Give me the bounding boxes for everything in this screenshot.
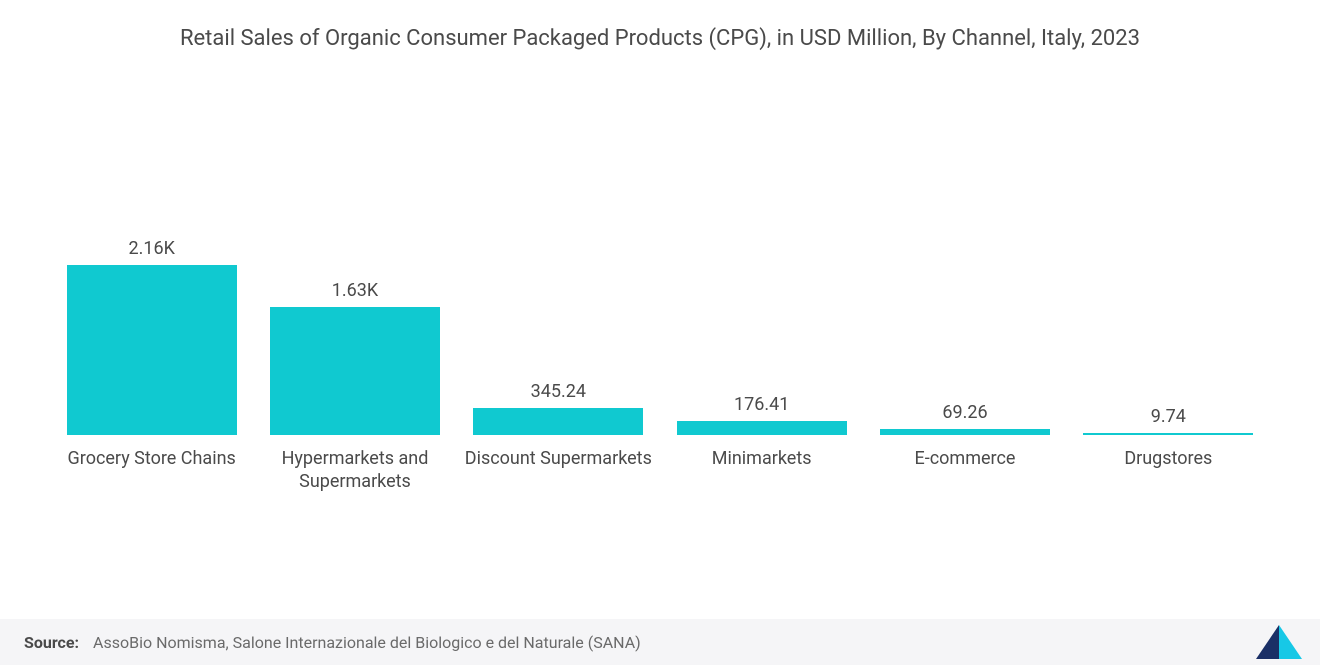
source-footer: Source: AssoBio Nomisma, Salone Internaz… bbox=[0, 619, 1320, 665]
bar-label: Grocery Store Chains bbox=[50, 447, 253, 494]
bar-value: 176.41 bbox=[734, 394, 789, 415]
bar-rect bbox=[880, 429, 1050, 434]
chart-title: Retail Sales of Organic Consumer Package… bbox=[60, 24, 1260, 55]
bar-value: 69.26 bbox=[942, 402, 987, 423]
logo-wedge-right bbox=[1279, 625, 1302, 659]
bar-rect bbox=[677, 421, 847, 435]
bar-slot: 345.24 bbox=[457, 381, 660, 435]
brand-logo-icon bbox=[1256, 625, 1302, 659]
bar-label: Hypermarkets and Supermarkets bbox=[253, 447, 456, 494]
bar-label: Discount Supermarkets bbox=[457, 447, 660, 494]
bar-rect bbox=[1083, 433, 1253, 435]
bar-value: 345.24 bbox=[531, 381, 586, 402]
bar-slot: 176.41 bbox=[660, 394, 863, 435]
bar-value: 2.16K bbox=[128, 238, 174, 259]
bar-slot: 2.16K bbox=[50, 238, 253, 435]
bars-row: 2.16K 1.63K 345.24 176.41 69.26 9.74 bbox=[30, 125, 1290, 435]
labels-row: Grocery Store Chains Hypermarkets and Su… bbox=[30, 435, 1290, 494]
bar-value: 9.74 bbox=[1151, 406, 1186, 427]
bar-label: Drugstores bbox=[1067, 447, 1270, 494]
source-text: AssoBio Nomisma, Salone Internazionale d… bbox=[93, 633, 641, 652]
bar-value: 1.63K bbox=[332, 280, 378, 301]
bar-chart: 2.16K 1.63K 345.24 176.41 69.26 9.74 Gro… bbox=[30, 125, 1290, 555]
source-label: Source: bbox=[24, 633, 79, 652]
bar-label: E-commerce bbox=[863, 447, 1066, 494]
bar-slot: 69.26 bbox=[863, 402, 1066, 434]
bar-rect bbox=[270, 307, 440, 435]
bar-rect bbox=[473, 408, 643, 435]
bar-slot: 1.63K bbox=[253, 280, 456, 435]
bar-rect bbox=[67, 265, 237, 435]
bar-label: Minimarkets bbox=[660, 447, 863, 494]
logo-wedge-left bbox=[1256, 625, 1279, 659]
bar-slot: 9.74 bbox=[1067, 406, 1270, 435]
